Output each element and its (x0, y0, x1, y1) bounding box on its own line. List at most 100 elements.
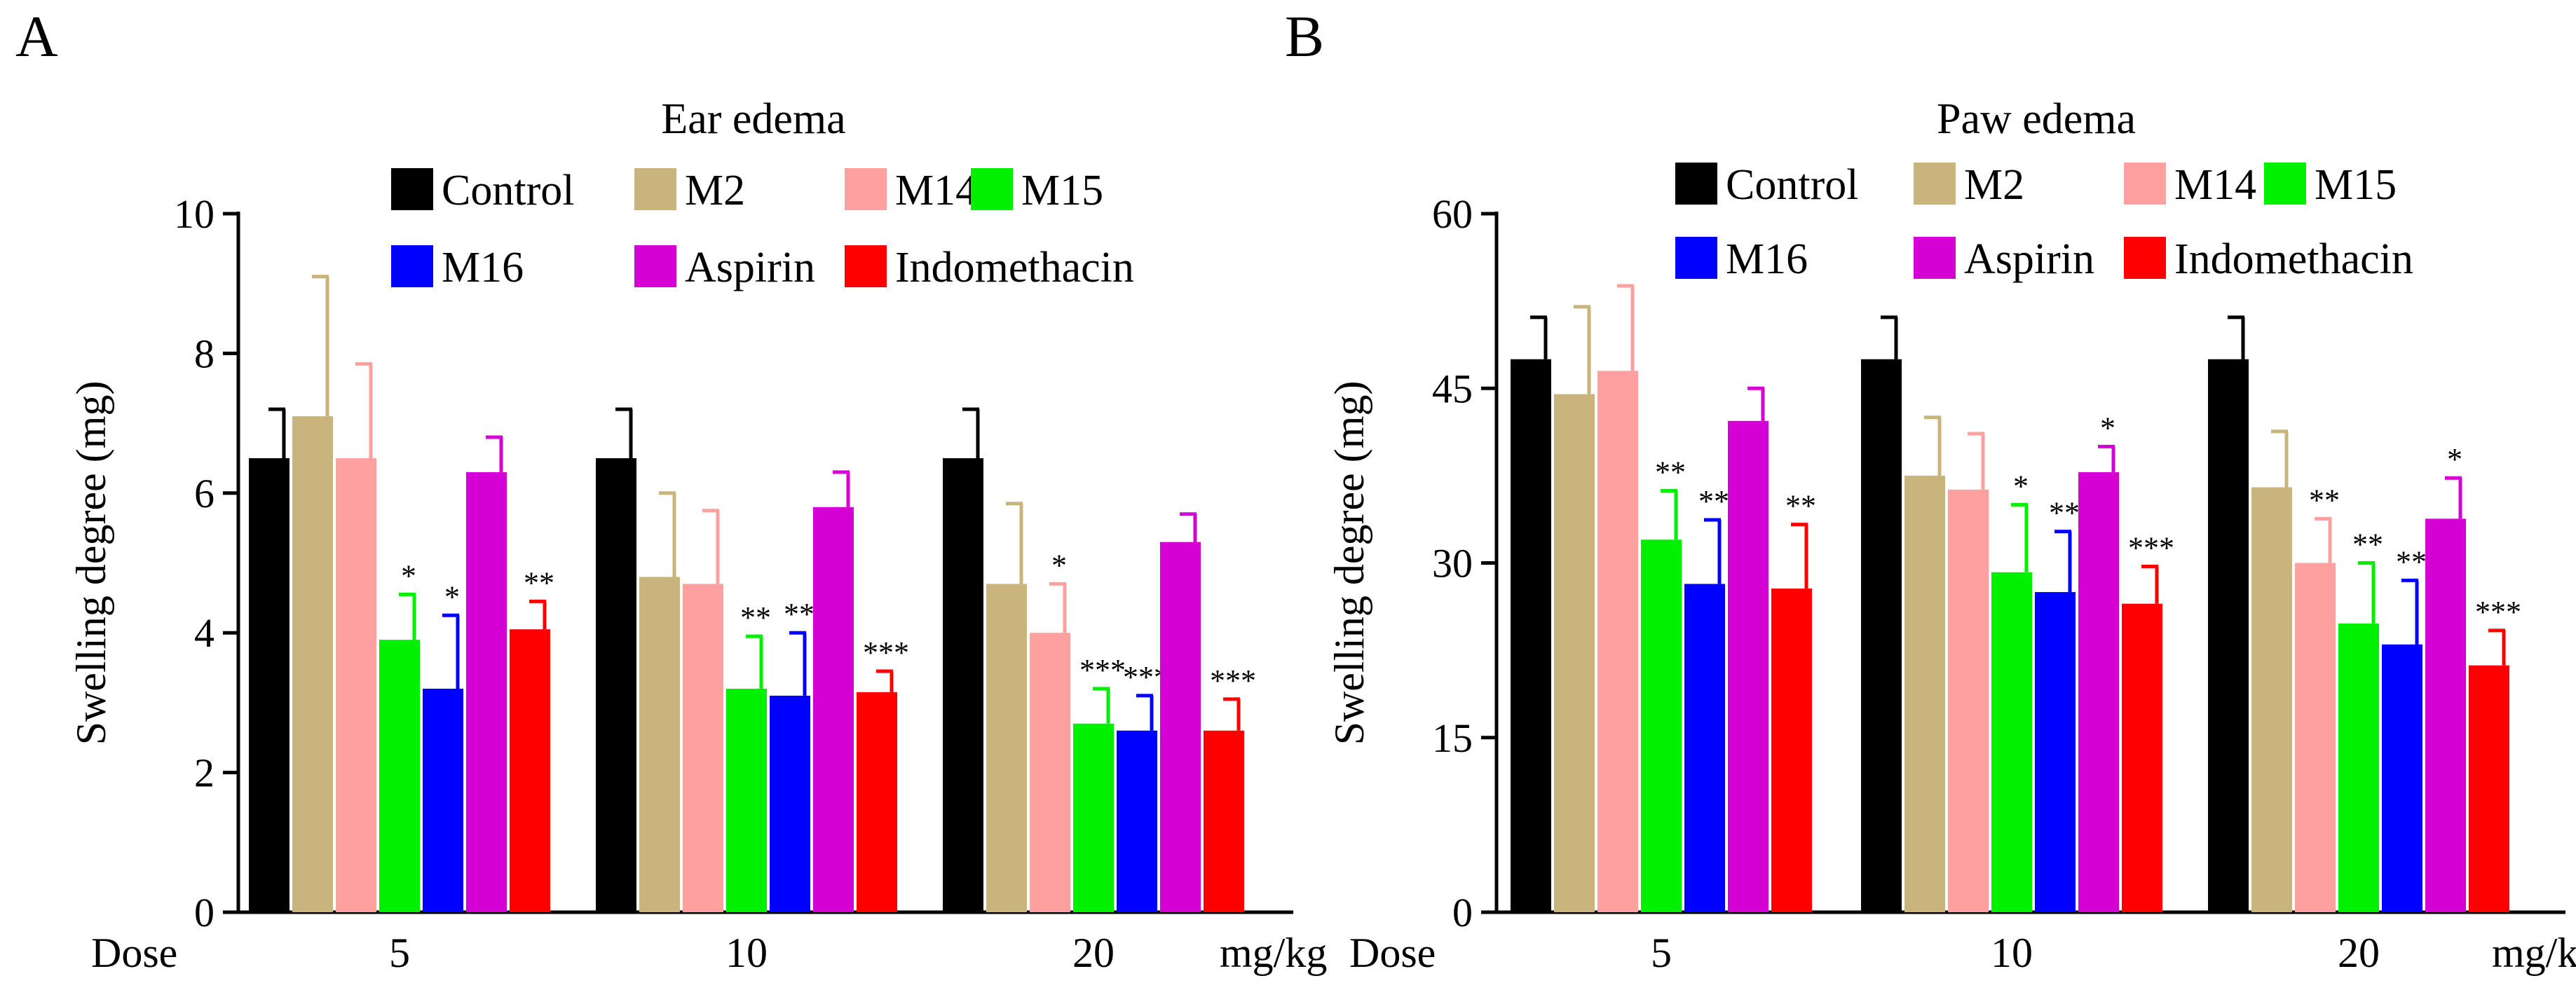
legend-swatch (634, 168, 676, 210)
x-tick-label: 5 (389, 930, 410, 976)
bar (770, 695, 810, 912)
legend-label: M14 (895, 167, 977, 214)
significance-label: * (2013, 469, 2029, 503)
bar (2338, 623, 2379, 912)
significance-label: ** (2309, 483, 2340, 517)
significance-label: ** (2352, 528, 2383, 562)
x-axis-unit: mg/kg (2492, 930, 2576, 976)
bar (1948, 489, 1989, 912)
chart-title: Ear edema (661, 95, 845, 143)
legend-swatch (1914, 163, 1956, 205)
bar (1554, 394, 1595, 912)
legend-item-m16: M16 (1675, 235, 1808, 283)
bar (2382, 644, 2422, 912)
bar (2122, 603, 2162, 912)
legend-swatch (391, 245, 433, 287)
y-tick-label: 0 (1452, 890, 1473, 935)
chart-panel-a: A Ear edema Control M2 M14 M15 M16 Aspirin Indom… (15, 4, 1327, 976)
bar (292, 416, 333, 912)
legend-item-m14: M14 (2124, 161, 2256, 209)
bar-m15-5: ** (1641, 455, 1686, 912)
bar (986, 584, 1027, 912)
bar-indomethacin-5: ** (1771, 489, 1816, 912)
bar-m2-20 (986, 502, 1027, 912)
legend-label: Aspirin (1964, 235, 2094, 283)
legend-swatch (1914, 237, 1956, 279)
bar-m15-5: * (379, 558, 420, 912)
bar-aspirin-20 (1160, 512, 1201, 912)
legend-label: M16 (1726, 235, 1808, 283)
legend-label: Aspirin (685, 244, 815, 291)
bar (1771, 589, 1812, 912)
legend-item-m15: M15 (971, 167, 1103, 214)
bar-m15-10: * (1991, 469, 2032, 912)
bar (466, 472, 507, 912)
bar (1861, 359, 1902, 912)
legend-label: M2 (685, 167, 745, 214)
significance-label: *** (1210, 663, 1256, 698)
bar-aspirin-20: * (2425, 442, 2466, 912)
legend-swatch (2264, 163, 2306, 205)
bar (596, 458, 636, 912)
chart-panel-b: B Paw edema Control M2 M14 M15 M16 Aspirin Indom… (1285, 4, 2576, 976)
significance-label: ** (784, 597, 815, 631)
significance-label: ** (1785, 489, 1816, 523)
bar (726, 688, 767, 912)
bar (423, 688, 463, 912)
bar (1641, 539, 1682, 912)
x-tick-label: 20 (2338, 930, 2380, 976)
legend-item-control: Control (391, 167, 574, 214)
bar (857, 692, 897, 912)
significance-label: * (401, 558, 416, 593)
bar-indomethacin-20: *** (2469, 595, 2521, 912)
bar (2469, 665, 2509, 912)
legend-item-m14: M14 (845, 167, 977, 214)
bar (683, 584, 723, 912)
bar (510, 629, 550, 912)
bar-aspirin-10 (813, 470, 854, 912)
bar-aspirin-5 (1728, 386, 1769, 912)
significance-label: * (2100, 411, 2115, 445)
chart-title: Paw edema (1937, 95, 2136, 143)
bar-aspirin-10: * (2078, 411, 2119, 912)
bar-control-20 (2208, 315, 2249, 912)
bar-m14-20: ** (2295, 483, 2340, 912)
bar (1511, 359, 1551, 912)
x-tick-label: 10 (725, 930, 768, 976)
bar (1904, 475, 1945, 912)
bar (1030, 633, 1070, 912)
bar-m14-5 (336, 362, 376, 912)
bar (639, 577, 680, 912)
bar-m2-20 (2251, 429, 2292, 912)
legend-item-m2: M2 (634, 167, 745, 214)
significance-label: * (444, 579, 460, 614)
y-tick-label: 4 (194, 610, 214, 656)
y-tick-label: 2 (194, 750, 214, 796)
legend-item-indomethacin: Indomethacin (2124, 235, 2413, 283)
bar (2035, 592, 2076, 912)
legend-label: Control (442, 167, 574, 214)
significance-label: *** (1079, 653, 1126, 687)
bar-aspirin-5 (466, 435, 507, 912)
bar (336, 458, 376, 912)
legend-label: Indomethacin (2174, 235, 2413, 283)
x-tick-label: 5 (1651, 930, 1672, 976)
legend-swatch (634, 245, 676, 287)
y-tick-label: 8 (194, 331, 214, 376)
y-axis-label: Swelling degree (mg) (1326, 381, 1372, 745)
bar-m16-5: * (423, 579, 463, 912)
bar-indomethacin-10: *** (2122, 530, 2174, 912)
panel-label: B (1285, 4, 1324, 69)
legend-item-m15: M15 (2264, 161, 2397, 209)
legend-item-m16: M16 (391, 244, 524, 291)
y-axis-label: Swelling degree (mg) (68, 381, 114, 745)
legend-swatch (1675, 237, 1717, 279)
legend-label: M14 (2174, 161, 2256, 209)
bar-m16-20: *** (1117, 660, 1169, 912)
legend-swatch (2124, 163, 2166, 205)
legend-label: M15 (1021, 167, 1103, 214)
legend-label: M15 (2315, 161, 2397, 209)
bar-m2-10 (1904, 415, 1945, 912)
bar-m2-5 (1554, 305, 1595, 912)
